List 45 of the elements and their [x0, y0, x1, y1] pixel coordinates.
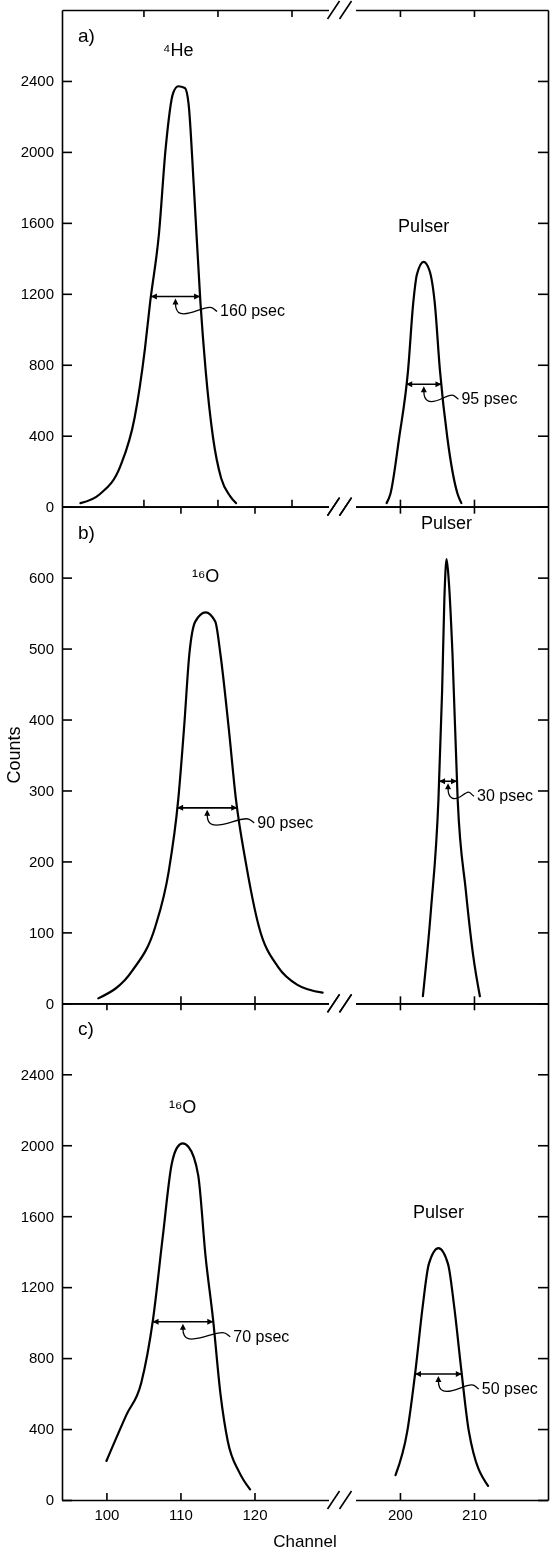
annotation: 50 psec — [481, 1380, 538, 1398]
y-tick-label: 2400 — [20, 72, 54, 90]
y-tick-label: 0 — [45, 497, 54, 515]
annotation: 30 psec — [477, 787, 534, 805]
y-tick-label: 2400 — [20, 1065, 54, 1083]
y-tick-label: 2000 — [20, 143, 54, 161]
y-tick-label: 600 — [28, 568, 54, 586]
y-tick-label: 2000 — [20, 1136, 54, 1154]
annotation: c) — [78, 1018, 94, 1040]
y-axis-title: Counts — [4, 726, 24, 784]
annotation: a) — [78, 25, 95, 46]
y-tick-label: 1200 — [20, 1278, 54, 1296]
annotation: ¹⁶O — [168, 1097, 197, 1118]
y-tick-label: 200 — [28, 852, 54, 870]
annotation: ⁴He — [162, 40, 194, 61]
x-tick-label: 210 — [461, 1505, 487, 1523]
x-tick-label: 110 — [168, 1505, 193, 1523]
x-tick-label: 100 — [94, 1505, 120, 1523]
y-tick-label: 400 — [28, 710, 54, 728]
y-tick-label: 0 — [45, 1491, 54, 1509]
y-tick-label: 1600 — [20, 1207, 54, 1225]
line-series — [97, 611, 324, 1000]
y-tick-label: 500 — [28, 639, 54, 657]
annotation: 90 psec — [257, 813, 314, 831]
x-tick-label: 200 — [387, 1505, 413, 1523]
annotation: Pulser — [421, 513, 473, 534]
y-tick-label: 300 — [28, 781, 54, 799]
y-tick-label: 400 — [28, 427, 54, 445]
y-tick-label: 800 — [28, 356, 54, 374]
y-tick-label: 0 — [45, 994, 54, 1012]
annotation: Pulser — [398, 215, 450, 236]
annotation: 70 psec — [233, 1327, 290, 1345]
x-tick-label: 120 — [242, 1505, 268, 1523]
y-tick-label: 800 — [28, 1349, 54, 1367]
x-axis-title: Channel — [273, 1532, 337, 1551]
annotation: 95 psec — [461, 390, 518, 408]
y-tick-label: 400 — [28, 1420, 54, 1438]
line-series — [105, 1142, 252, 1491]
y-tick-label: 1600 — [20, 214, 54, 232]
y-tick-label: 1200 — [20, 285, 54, 303]
y-tick-label: 100 — [28, 923, 54, 941]
annotation: Pulser — [412, 1202, 464, 1223]
annotation: b) — [78, 521, 95, 543]
annotation: ¹⁶O — [191, 566, 220, 587]
annotation: 160 psec — [220, 302, 286, 320]
